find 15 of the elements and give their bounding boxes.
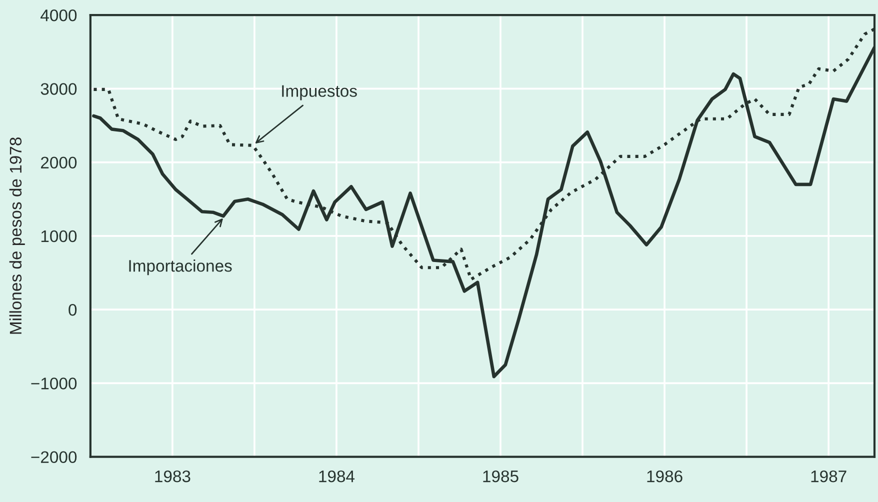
x-tick-label: 1987 [811,470,846,482]
x-tick-label: 1985 [483,470,518,482]
annotation: Importaciones [129,260,232,276]
y-tick-label: 3000 [40,83,77,95]
annotation: Impuestos [282,85,357,100]
x-tick-label: 1984 [319,470,355,482]
x-tick-label: 1983 [155,470,190,482]
y-tick-label: 2000 [41,156,77,169]
x-tick-label: 1986 [647,470,682,482]
y-tick-label: −2000 [31,451,77,464]
y-tick-label: 1000 [41,230,77,242]
y-tick-label: 4000 [40,9,77,22]
y-axis-title: Millones de pesos de 1978 [9,138,25,334]
y-tick-label: 0 [68,304,77,316]
y-tick-label: −1000 [31,378,77,390]
